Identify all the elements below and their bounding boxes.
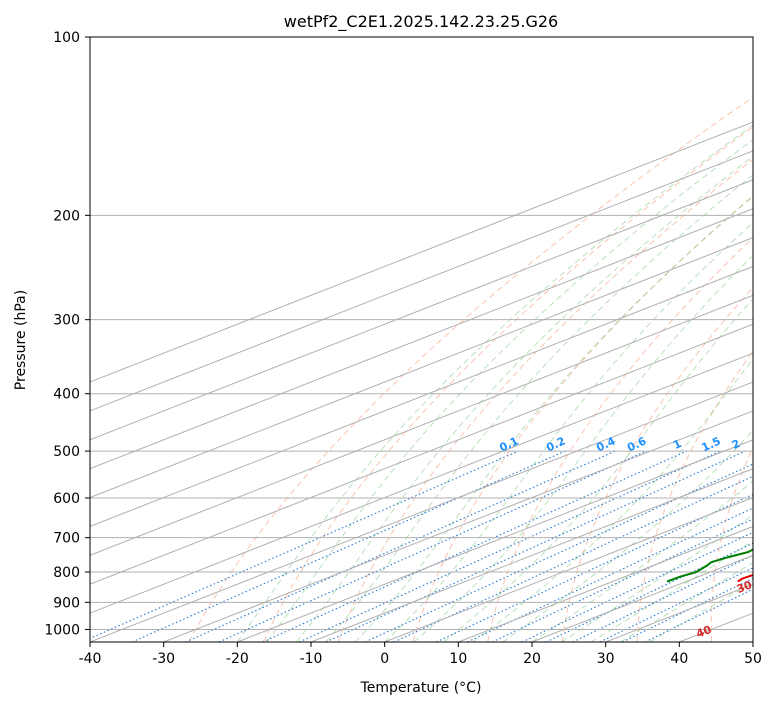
moist-adiabat-line <box>354 195 753 642</box>
y-tick-label: 600 <box>53 491 80 507</box>
chart-title: wetPf2_C2E1.2025.142.23.25.G26 <box>284 12 558 32</box>
isotherm-line <box>90 237 753 499</box>
isotherm-line <box>90 150 753 412</box>
y-tick-label: 200 <box>53 208 80 224</box>
y-tick-label: 500 <box>53 444 80 460</box>
moist-adiabat-line <box>236 124 753 642</box>
x-tick-label: 0 <box>380 651 389 667</box>
mixing-ratio-line <box>131 450 566 642</box>
y-tick-label: 300 <box>53 313 80 329</box>
mixing-ratio-line <box>599 567 753 642</box>
mixing-ratio-line <box>644 588 753 642</box>
mixing-ratio-label: 3 <box>766 437 775 452</box>
x-axis: -40 -30 -20 -10 0 10 20 30 40 50 <box>79 642 762 667</box>
y-tick-label: 1000 <box>44 622 80 638</box>
y-tick-label: 700 <box>53 531 80 547</box>
isotherm-line <box>90 179 753 441</box>
moist-adiabat-line <box>266 139 753 642</box>
mixing-ratio-line <box>90 450 519 640</box>
moist-adiabat-line <box>649 581 753 642</box>
y-tick-label: 400 <box>53 387 80 403</box>
moist-adiabat-line <box>443 298 753 642</box>
isotherm-line <box>90 352 753 614</box>
moist-adiabats <box>236 124 753 642</box>
mixing-ratio-line <box>365 463 753 642</box>
mixing-ratio-line <box>436 493 753 642</box>
moist-adiabat-line <box>384 222 753 642</box>
x-axis-title: Temperature (°C) <box>360 680 482 696</box>
mixing-ratio-line <box>622 577 753 642</box>
x-tick-label: 10 <box>449 651 467 667</box>
plot-area: -100-90-80-70-60-50-40-30-20-10010203040… <box>90 37 775 642</box>
dry-adiabat-line <box>263 126 753 642</box>
y-tick-label: 100 <box>53 30 80 46</box>
y-tick-label: 800 <box>53 565 80 581</box>
moist-adiabat-line <box>502 429 753 642</box>
x-tick-label: -10 <box>300 651 323 667</box>
dry-adiabat-line <box>337 158 753 642</box>
isotherm-line <box>90 323 753 585</box>
isotherm-line <box>90 381 753 642</box>
x-tick-label: 40 <box>670 651 688 667</box>
x-tick-label: -40 <box>79 651 102 667</box>
mixing-ratio-line <box>325 450 746 642</box>
moist-adiabat-line <box>295 155 753 642</box>
moist-adiabat-line <box>561 514 753 642</box>
series-line-temperature <box>737 573 753 583</box>
x-tick-label: -20 <box>226 651 249 667</box>
dry-adiabat-line <box>487 236 753 642</box>
isotherm-line <box>458 525 753 642</box>
moist-adiabat-line <box>590 540 753 642</box>
x-tick-label: 30 <box>597 651 615 667</box>
y-axis: 100 200 300 400 500 600 700 800 900 1000 <box>44 30 90 638</box>
moist-adiabat-line <box>472 358 753 642</box>
mixing-ratio-line <box>262 450 687 642</box>
isotherm-line <box>90 208 753 470</box>
mixing-ratio-line <box>572 554 753 642</box>
isotherm-line <box>384 497 753 642</box>
pressure-grid <box>90 37 753 630</box>
y-tick-label: 900 <box>53 595 80 611</box>
isotherm-line <box>310 468 753 642</box>
dry-adiabat-line <box>412 195 753 642</box>
dry-adiabat-line <box>636 350 753 642</box>
isotherm-line <box>90 294 753 556</box>
x-tick-label: 50 <box>744 651 762 667</box>
isotherm-line <box>679 612 753 642</box>
isotherm-line <box>90 265 753 527</box>
isotherm-line <box>163 410 753 642</box>
dry-adiabat-line <box>561 286 753 642</box>
x-tick-label: -30 <box>152 651 175 667</box>
mixing-ratio-line <box>298 450 721 642</box>
isotherm-label: 40 <box>694 623 713 641</box>
y-axis-title: Pressure (hPa) <box>13 290 29 390</box>
plot-frame <box>89 36 754 643</box>
moist-adiabat-line <box>325 174 753 642</box>
mixing-ratio-line <box>467 507 753 642</box>
mixing-ratio-line <box>218 450 647 642</box>
moist-adiabat-line <box>620 562 753 642</box>
mixing-ratio-lines <box>90 450 753 642</box>
mixing-ratio-line <box>521 531 753 642</box>
isotherm-line <box>237 439 753 642</box>
moist-adiabat-line <box>531 480 753 642</box>
isotherm-line <box>752 641 753 642</box>
isotherms <box>90 121 753 642</box>
isotherm-line <box>90 121 753 383</box>
x-tick-label: 20 <box>523 651 541 667</box>
isotherm-label: 30 <box>735 578 754 596</box>
